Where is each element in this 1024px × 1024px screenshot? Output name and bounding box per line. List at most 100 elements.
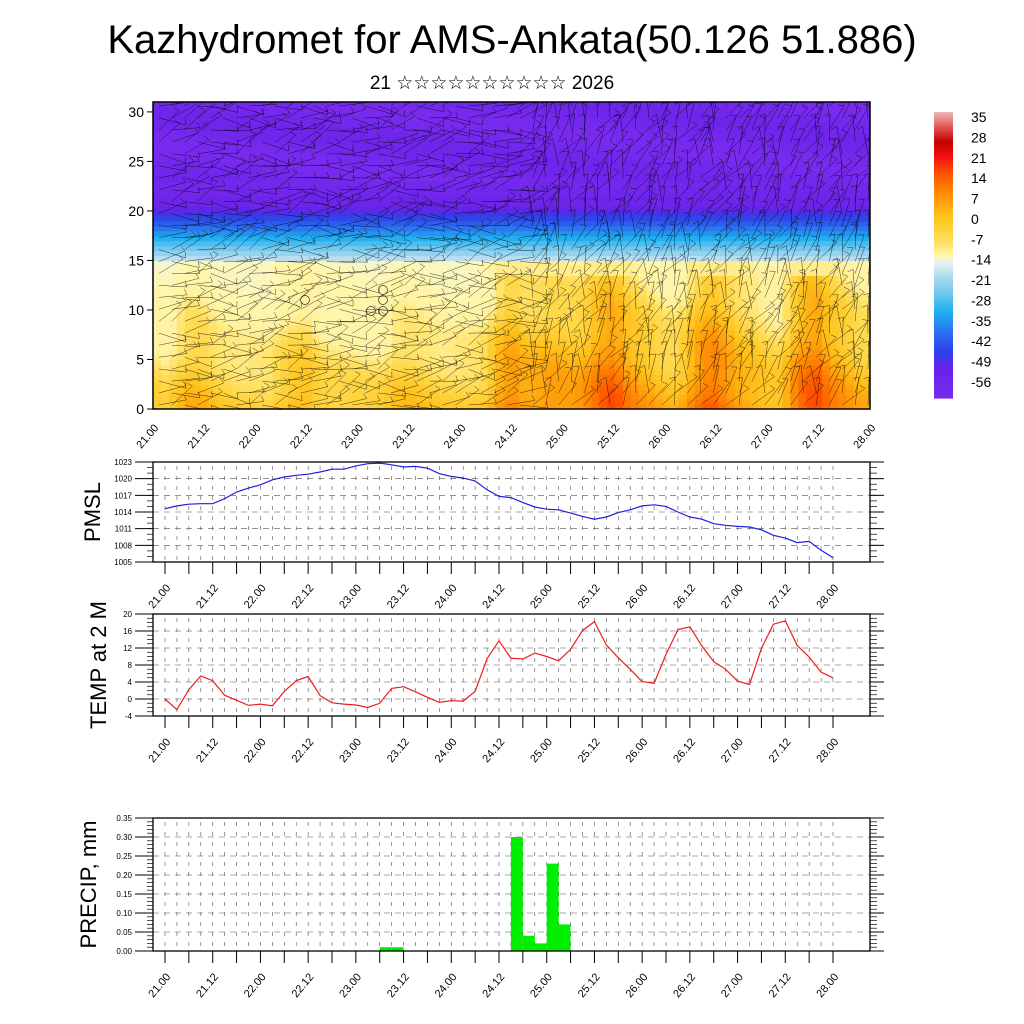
field-cell <box>670 225 680 232</box>
field-cell <box>168 111 178 118</box>
field-cell <box>543 171 552 177</box>
field-cell <box>360 384 369 390</box>
field-cell <box>312 314 321 321</box>
field-cell <box>224 379 234 385</box>
field-cell <box>750 230 760 237</box>
field-cell <box>479 186 489 192</box>
field-cell <box>638 220 648 227</box>
field-cell <box>392 176 401 182</box>
field-cell <box>376 250 385 257</box>
field-cell <box>360 245 369 252</box>
field-cell <box>439 364 449 370</box>
field-cell <box>232 121 242 128</box>
field-cell <box>543 305 552 311</box>
field-cell <box>423 404 433 409</box>
field-cell <box>407 389 417 395</box>
field-cell <box>153 290 162 296</box>
field-cell <box>774 176 783 182</box>
field-cell <box>272 334 282 341</box>
field-cell <box>543 275 552 281</box>
field-cell <box>184 384 194 390</box>
field-cell <box>511 186 521 192</box>
field-cell <box>463 324 473 331</box>
field-cell <box>304 196 313 202</box>
field-cell <box>176 230 186 237</box>
field-cell <box>511 146 521 153</box>
field-cell <box>734 349 744 356</box>
field-cell <box>790 250 799 257</box>
field-cell <box>527 136 536 143</box>
field-cell <box>670 290 680 296</box>
field-cell <box>431 290 441 296</box>
field-cell <box>726 384 736 390</box>
field-cell <box>654 319 664 326</box>
field-cell <box>168 394 178 400</box>
field-cell <box>376 136 385 143</box>
field-cell <box>399 186 409 192</box>
field-cell <box>471 176 481 182</box>
field-cell <box>208 329 218 336</box>
field-cell <box>638 354 648 361</box>
field-cell <box>471 126 481 133</box>
field-cell <box>718 205 728 212</box>
field-cell <box>184 300 194 306</box>
field-cell <box>399 364 409 370</box>
field-cell <box>607 146 616 153</box>
field-cell <box>336 290 345 296</box>
field-cell <box>160 344 170 351</box>
field-cell <box>296 404 305 409</box>
field-cell <box>623 126 632 133</box>
field-cell <box>439 220 449 227</box>
field-cell <box>368 285 377 291</box>
field-cell <box>575 349 584 356</box>
field-cell <box>471 146 481 153</box>
field-cell <box>599 156 608 163</box>
field-cell <box>511 369 521 375</box>
field-cell <box>439 126 449 133</box>
field-cell <box>607 359 616 366</box>
field-cell <box>423 205 433 212</box>
field-cell <box>742 339 752 346</box>
field-cell <box>511 344 521 351</box>
field-cell <box>304 171 313 177</box>
field-cell <box>575 250 584 257</box>
field-cell <box>495 270 505 276</box>
field-cell <box>153 309 162 316</box>
field-cell <box>296 344 305 351</box>
field-cell <box>224 111 234 118</box>
field-cell <box>686 121 696 128</box>
field-cell <box>232 240 242 247</box>
field-cell <box>766 225 775 232</box>
field-cell <box>742 116 752 123</box>
field-cell <box>607 245 616 252</box>
field-cell <box>224 151 234 158</box>
field-cell <box>662 191 672 197</box>
field-cell <box>607 176 616 182</box>
field-cell <box>543 300 552 306</box>
field-cell <box>216 146 226 153</box>
field-cell <box>336 220 345 227</box>
field-cell <box>774 324 783 331</box>
field-cell <box>344 245 353 252</box>
field-cell <box>160 305 170 311</box>
field-cell <box>447 196 457 202</box>
field-cell <box>519 260 529 266</box>
field-cell <box>638 374 648 380</box>
field-cell <box>623 309 632 316</box>
field-cell <box>575 151 584 158</box>
field-cell <box>471 399 481 405</box>
field-cell <box>423 220 433 227</box>
field-cell <box>678 215 688 222</box>
field-cell <box>487 210 497 217</box>
field-cell <box>774 369 783 375</box>
field-cell <box>774 295 783 301</box>
field-cell <box>758 309 768 316</box>
field-cell <box>352 319 361 326</box>
field-cell <box>774 240 783 247</box>
field-cell <box>638 334 648 341</box>
field-cell <box>790 309 799 316</box>
field-cell <box>336 319 345 326</box>
field-cell <box>710 240 720 247</box>
field-cell <box>384 186 393 192</box>
field-cell <box>686 295 696 301</box>
